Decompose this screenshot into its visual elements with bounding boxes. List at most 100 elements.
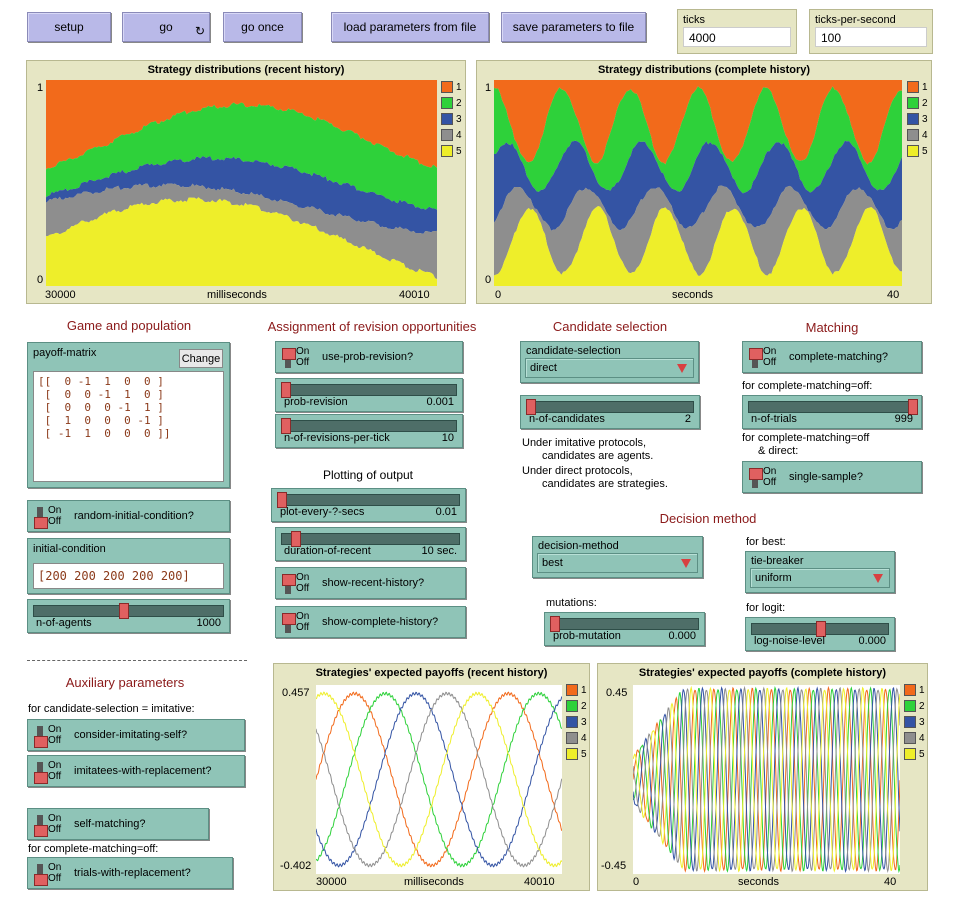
note-imitative-1: Under imitative protocols, <box>522 437 647 449</box>
initial-condition-value[interactable]: [200 200 200 200 200] <box>33 563 224 589</box>
imitatees-with-replacement-switch[interactable]: On Off imitatees-with-replacement? <box>27 755 245 787</box>
n-of-agents-slider[interactable]: n-of-agents 1000 <box>27 599 230 633</box>
chooser-box[interactable]: direct <box>525 358 694 378</box>
line-strategy-5 <box>633 685 900 873</box>
single-sample-switch[interactable]: On Off single-sample? <box>742 461 922 493</box>
slider-thumb[interactable] <box>526 399 536 415</box>
ticks-per-second-monitor: ticks-per-second 100 <box>809 9 933 54</box>
note-for-best: for best: <box>746 536 786 548</box>
legend-label-1: 1 <box>456 81 462 93</box>
switch-off-label: Off <box>296 357 310 368</box>
save-parameters-button[interactable]: save parameters to file <box>501 12 646 42</box>
x-axis-label: milliseconds <box>404 876 464 888</box>
random-initial-condition-switch[interactable]: On Off random-initial-condition? <box>27 500 230 532</box>
initial-condition-input[interactable]: initial-condition [200 200 200 200 200] <box>27 538 230 594</box>
payoff-matrix-label: payoff-matrix <box>33 347 97 359</box>
complete-matching-switch[interactable]: On Off complete-matching? <box>742 341 922 373</box>
slider-name: log-noise-level <box>754 635 825 647</box>
setup-label: setup <box>54 20 84 34</box>
note-imitative-2: candidates are agents. <box>542 450 654 462</box>
slider-track <box>550 618 699 630</box>
slider-value: 10 sec. <box>421 545 457 557</box>
slider-thumb[interactable] <box>277 492 287 508</box>
heading-matching: Matching <box>805 320 859 335</box>
show-recent-history-switch[interactable]: On Off show-recent-history? <box>275 567 466 599</box>
tps-value: 100 <box>815 27 927 47</box>
section-divider <box>27 660 247 661</box>
slider-thumb[interactable] <box>281 418 291 434</box>
slider-name: n-of-revisions-per-tick <box>284 432 390 444</box>
tie-breaker-chooser[interactable]: tie-breaker uniform <box>745 551 895 593</box>
use-prob-revision-switch[interactable]: On Off use-prob-revision? <box>275 341 463 373</box>
legend-swatch-1 <box>904 684 916 696</box>
legend-item-3: 3 <box>566 714 587 730</box>
y-max-label: 0.45 <box>606 687 628 699</box>
plot-distribution-recent: Strategy distributions (recent history) … <box>26 60 466 304</box>
band-strategy-4 <box>494 185 902 276</box>
legend-label-5: 5 <box>456 145 462 157</box>
line-strategy-1 <box>316 691 562 868</box>
slider-value: 999 <box>894 413 913 425</box>
y-max-label: 1 <box>485 82 492 94</box>
legend-swatch-1 <box>907 81 919 93</box>
slider-name: duration-of-recent <box>284 545 371 557</box>
legend-item-5: 5 <box>904 746 925 762</box>
legend-label-3: 3 <box>919 716 925 728</box>
load-parameters-button[interactable]: load parameters from file <box>331 12 489 42</box>
payoff-matrix-input[interactable]: payoff-matrix Change [[ 0 -1 1 0 0 ] [ 0… <box>27 342 230 488</box>
slider-thumb[interactable] <box>816 621 826 637</box>
legend-swatch-5 <box>904 748 916 760</box>
switch-on-label: On <box>48 862 62 873</box>
x-max-label: 40 <box>884 876 897 888</box>
plot-every-secs-slider[interactable]: plot-every-?-secs 0.01 <box>271 488 466 522</box>
legend-label-1: 1 <box>922 81 928 93</box>
legend-swatch-2 <box>907 97 919 109</box>
switch-label: trials-with-replacement? <box>74 867 191 879</box>
prob-revision-slider[interactable]: prob-revision 0.001 <box>275 378 463 412</box>
slider-thumb[interactable] <box>281 382 291 398</box>
n-of-trials-slider[interactable]: n-of-trials 999 <box>742 395 922 429</box>
x-max-label: 40010 <box>399 289 430 301</box>
legend-label-5: 5 <box>922 145 928 157</box>
payoff-matrix-text[interactable]: [[ 0 -1 1 0 0 ] [ 0 0 -1 1 0 ] [ 0 0 0 -… <box>33 371 224 482</box>
change-button[interactable]: Change <box>179 349 223 368</box>
plot-distribution-complete: Strategy distributions (complete history… <box>476 60 932 304</box>
legend-item-4: 4 <box>566 730 587 746</box>
legend-label-2: 2 <box>922 97 928 109</box>
slider-name: n-of-candidates <box>529 413 605 425</box>
legend-item-2: 2 <box>566 698 587 714</box>
heading-plotting: Plotting of output <box>322 468 414 482</box>
n-of-revisions-per-tick-slider[interactable]: n-of-revisions-per-tick 10 <box>275 414 463 448</box>
log-noise-level-slider[interactable]: log-noise-level 0.000 <box>745 617 895 651</box>
note-complete-off: for complete-matching=off: <box>742 380 873 392</box>
consider-imitating-self-switch[interactable]: On Off consider-imitating-self? <box>27 719 245 751</box>
slider-thumb[interactable] <box>908 399 918 415</box>
trials-with-replacement-switch[interactable]: On Off trials-with-replacement? <box>27 857 233 889</box>
y-min-label: -0.45 <box>601 860 627 872</box>
slider-thumb[interactable] <box>291 531 302 547</box>
decision-method-chooser[interactable]: decision-method best <box>532 536 703 578</box>
show-complete-history-switch[interactable]: On Off show-complete-history? <box>275 606 466 638</box>
x-axis-label: seconds <box>738 876 779 888</box>
legend-swatch-5 <box>566 748 578 760</box>
payoffs-complete-lines <box>633 685 900 874</box>
setup-button[interactable]: setup <box>27 12 111 42</box>
legend-item-3: 3 <box>907 111 928 127</box>
legend-label-1: 1 <box>581 684 587 696</box>
slider-thumb[interactable] <box>550 616 560 632</box>
chooser-box[interactable]: best <box>537 553 698 573</box>
duration-of-recent-slider[interactable]: duration-of-recent 10 sec. <box>275 527 466 561</box>
switch-knob <box>34 772 48 784</box>
switch-knob <box>749 468 763 480</box>
slider-thumb[interactable] <box>119 603 129 619</box>
go-button[interactable]: go ↻ <box>122 12 210 42</box>
switch-label: consider-imitating-self? <box>74 729 188 741</box>
slider-track <box>281 533 460 545</box>
prob-mutation-slider[interactable]: prob-mutation 0.000 <box>544 612 705 646</box>
self-matching-switch[interactable]: On Off self-matching? <box>27 808 209 840</box>
switch-on-label: On <box>48 760 62 771</box>
chooser-box[interactable]: uniform <box>750 568 890 588</box>
go-once-button[interactable]: go once <box>223 12 302 42</box>
n-of-candidates-slider[interactable]: n-of-candidates 2 <box>520 395 700 429</box>
candidate-selection-chooser[interactable]: candidate-selection direct <box>520 341 699 383</box>
